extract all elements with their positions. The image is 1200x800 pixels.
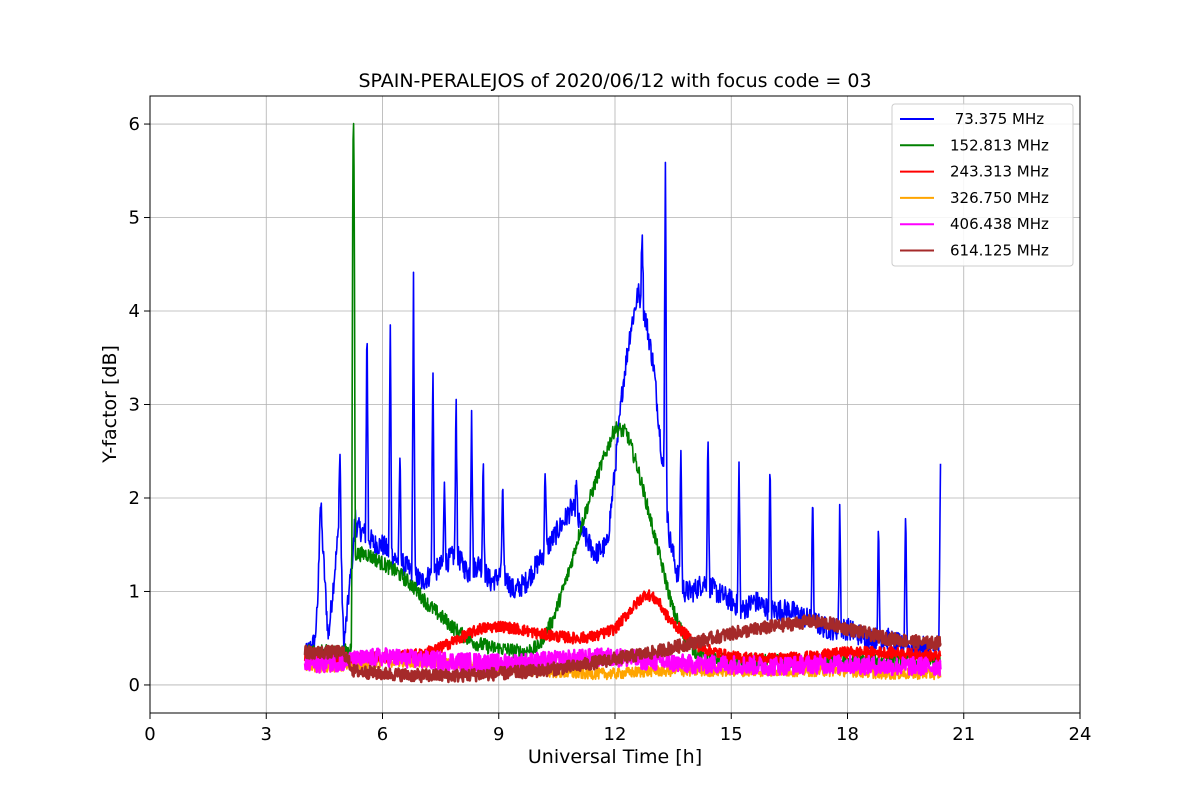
y-tick-label-3: 3 (129, 395, 140, 416)
y-tick-label-5: 5 (129, 208, 140, 229)
x-tick-label-0: 0 (144, 724, 155, 745)
series-line-0 (304, 161, 942, 662)
legend-label-5: 614.125 MHz (950, 242, 1049, 260)
y-axis-label: Y-factor [dB] (99, 345, 121, 464)
legend-box (891, 103, 1074, 267)
x-tick-label-8: 24 (1069, 724, 1092, 745)
x-tick-label-6: 18 (836, 724, 859, 745)
x-axis-label: Universal Time [h] (528, 746, 702, 768)
legend: 73.375 MHz 152.813 MHz 243.313 MHz 326.750 … (891, 103, 1074, 267)
x-tick-label-5: 15 (720, 724, 743, 745)
y-tick-label-1: 1 (129, 581, 140, 602)
x-tick-label-4: 12 (604, 724, 627, 745)
x-tick-label-2: 6 (377, 724, 388, 745)
x-tick-label-7: 21 (952, 724, 975, 745)
chart-title: SPAIN-PERALEJOS of 2020/06/12 with focus… (358, 70, 871, 92)
series-line-5 (303, 613, 942, 684)
y-tick-label-2: 2 (129, 488, 140, 509)
legend-label-2: 243.313 MHz (950, 163, 1049, 181)
y-tick-label-0: 0 (129, 675, 140, 696)
x-tick-label-3: 9 (493, 724, 504, 745)
legend-label-4: 406.438 MHz (950, 215, 1049, 233)
y-tick-label-4: 4 (129, 301, 140, 322)
legend-label-0: 73.375 MHz (950, 110, 1044, 128)
x-tick-label-1: 3 (261, 724, 272, 745)
y-tick-label-6: 6 (129, 114, 140, 135)
legend-label-1: 152.813 MHz (950, 136, 1049, 154)
legend-label-3: 326.750 MHz (950, 189, 1049, 207)
